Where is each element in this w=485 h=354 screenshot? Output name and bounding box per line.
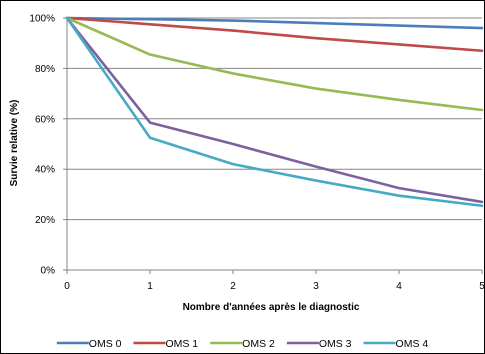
y-axis-title: Survie relative (%): [9, 100, 20, 187]
series-line-4: [65, 16, 484, 204]
legend: OMS 0 OMS 1 OMS 2 OMS 3 OMS 4: [56, 338, 429, 350]
legend-item: OMS 3: [286, 338, 352, 350]
legend-label: OMS 4: [396, 338, 429, 350]
x-tick-label: 0: [64, 281, 70, 292]
x-tick-label: 1: [147, 281, 153, 292]
x-tick-labels: 0 1 2 3 4 5: [64, 281, 485, 292]
legend-item: OMS 2: [210, 338, 275, 350]
legend-label: OMS 3: [319, 338, 352, 350]
y-tick-label: 40%: [35, 165, 55, 176]
x-tick-label: 5: [479, 281, 485, 292]
series-line-5: [65, 16, 484, 208]
x-tick-label: 3: [313, 281, 319, 292]
legend-item: OMS 1: [133, 338, 198, 350]
legend-label: OMS 1: [165, 338, 198, 350]
legend-item: OMS 4: [363, 338, 429, 350]
x-tick-label: 4: [396, 281, 402, 292]
legend-label: OMS 2: [242, 338, 275, 350]
y-tick-label: 0%: [41, 266, 56, 277]
y-tick-labels: 0% 20% 40% 60% 80% 100%: [29, 14, 55, 277]
axes: [63, 17, 483, 274]
gridlines: [67, 17, 482, 221]
y-tick-label: 100%: [29, 14, 55, 25]
series-lines: [65, 16, 484, 208]
y-tick-label: 20%: [35, 215, 55, 226]
series-line-2: [65, 16, 484, 53]
series-line-1: [65, 16, 484, 30]
y-tick-label: 60%: [35, 114, 55, 125]
series-line-3: [65, 16, 484, 112]
x-axis-title: Nombre d'années après le diagnostic: [183, 302, 360, 313]
legend-label: OMS 0: [89, 338, 122, 350]
x-tick-label: 2: [230, 281, 236, 292]
y-tick-label: 80%: [35, 64, 55, 75]
legend-item: OMS 0: [56, 338, 122, 350]
